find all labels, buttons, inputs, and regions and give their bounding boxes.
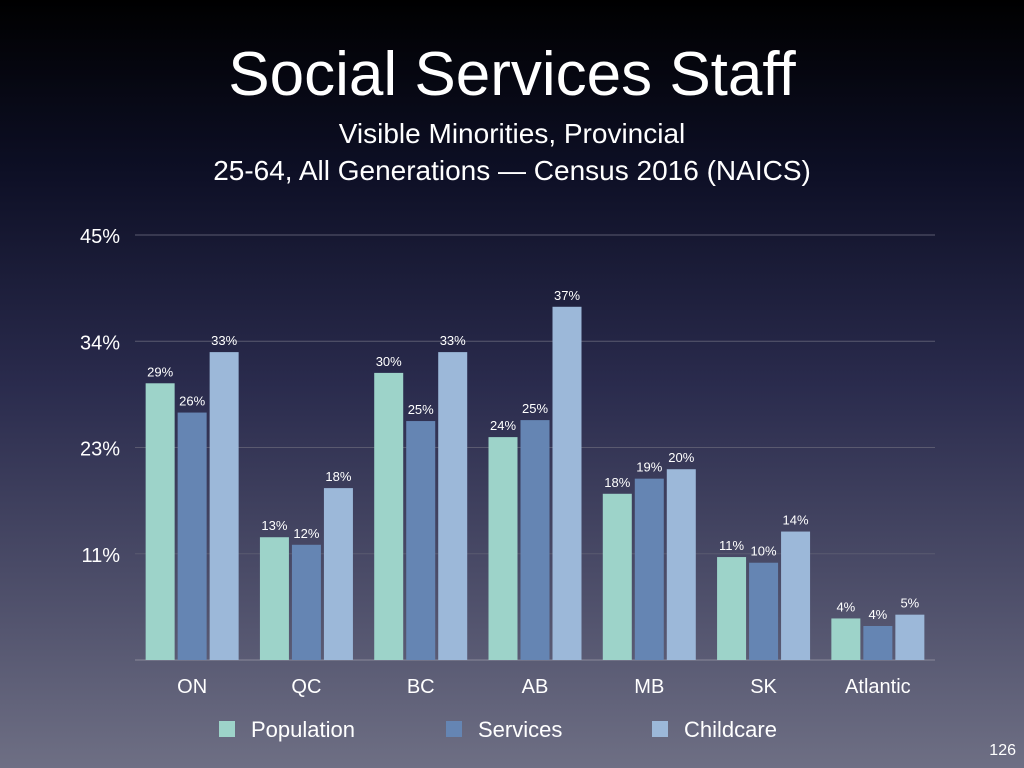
data-label: 19% [636,460,662,475]
bar-population [831,618,861,660]
bar-services [520,420,550,660]
legend-swatch-services [446,721,462,737]
bar-childcare [438,352,468,660]
chart-subtitle-line-2: 25-64, All Generations — Census 2016 (NA… [213,155,811,186]
data-label: 25% [522,401,548,416]
bar-population [717,557,747,660]
data-label: 37% [554,288,580,303]
bar-services [291,544,321,660]
data-label: 29% [147,364,173,379]
x-tick-label: Atlantic [845,676,911,698]
x-tick-label: QC [291,676,321,698]
data-label: 4% [836,599,855,614]
data-label: 10% [751,544,777,559]
y-tick-label: 23% [80,439,120,461]
data-label: 26% [179,394,205,409]
data-label: 13% [261,518,287,533]
data-label: 4% [868,607,887,622]
data-label: 25% [408,402,434,417]
x-tick-label: AB [522,676,549,698]
bar-services [406,421,436,660]
y-tick-label: 45% [80,226,120,248]
bar-services [634,478,664,660]
bar-childcare [895,614,925,660]
legend-label: Population [251,717,355,742]
slide-number: 126 [989,742,1016,759]
bar-childcare [666,469,696,660]
bar-population [145,383,175,660]
legend-label: Childcare [684,717,777,742]
data-label: 11% [719,538,744,553]
bar-services [863,626,893,660]
bar-services [749,562,779,660]
data-label: 33% [211,333,237,348]
data-label: 14% [783,513,809,528]
legend-label: Services [478,717,562,742]
x-tick-label: SK [750,676,777,698]
x-tick-label: ON [177,676,207,698]
chart-title: Social Services Staff [228,40,796,109]
data-label: 30% [376,354,402,369]
bar-services [177,412,207,660]
data-label: 5% [900,596,919,611]
bar-childcare [552,306,582,660]
x-tick-label: MB [634,676,664,698]
data-label: 33% [440,333,466,348]
y-tick-label: 34% [80,332,120,354]
chart-subtitle-line-1: Visible Minorities, Provincial [338,118,686,149]
legend-swatch-population [219,721,235,737]
bar-population [602,493,632,660]
y-tick-label: 11% [81,545,120,567]
bar-population [488,437,518,660]
data-label: 18% [325,469,351,484]
bar-childcare [781,531,811,660]
bar-population [259,537,289,660]
x-tick-label: BC [407,676,435,698]
data-label: 24% [490,418,516,433]
bar-childcare [323,488,353,660]
data-label: 18% [604,475,630,490]
bar-population [374,372,404,660]
legend-swatch-childcare [652,721,668,737]
data-label: 20% [668,450,694,465]
data-label: 12% [293,526,319,541]
bar-childcare [209,352,239,660]
